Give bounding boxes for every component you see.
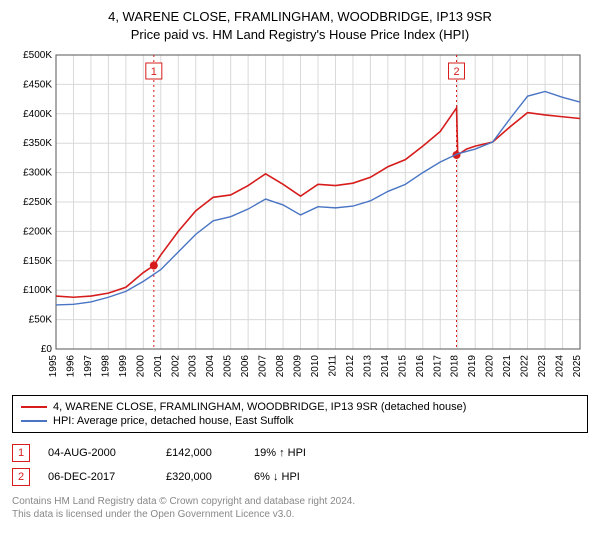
legend-label: HPI: Average price, detached house, East…: [53, 415, 294, 427]
svg-text:2009: 2009: [293, 355, 304, 378]
svg-text:£350K: £350K: [23, 138, 52, 149]
svg-text:2012: 2012: [345, 355, 356, 378]
svg-text:1999: 1999: [118, 355, 129, 378]
legend-swatch: [21, 406, 47, 408]
svg-text:£450K: £450K: [23, 79, 52, 90]
svg-text:2014: 2014: [380, 355, 391, 378]
event-price: £320,000: [166, 471, 236, 483]
svg-text:2016: 2016: [415, 355, 426, 378]
svg-text:2021: 2021: [502, 355, 513, 378]
event-date: 06-DEC-2017: [48, 471, 148, 483]
line-chart-svg: £0 £50K £100K £150K £200K £250K £300K £350K £400…: [12, 47, 588, 387]
svg-text:2006: 2006: [240, 355, 251, 378]
svg-text:2: 2: [453, 66, 459, 78]
svg-text:2001: 2001: [153, 355, 164, 378]
chart-title: 4, WARENE CLOSE, FRAMLINGHAM, WOODBRIDGE…: [12, 8, 588, 43]
svg-text:2000: 2000: [135, 355, 146, 378]
event-price: £142,000: [166, 447, 236, 459]
footer-line-1: Contains HM Land Registry data © Crown c…: [12, 495, 588, 508]
svg-text:£0: £0: [41, 344, 53, 355]
svg-text:£300K: £300K: [23, 168, 52, 179]
event-marker: 2: [12, 468, 30, 486]
svg-text:2019: 2019: [467, 355, 478, 378]
event-delta: 19% ↑ HPI: [254, 447, 306, 459]
svg-text:2007: 2007: [258, 355, 269, 378]
event-date: 04-AUG-2000: [48, 447, 148, 459]
event-marker: 1: [12, 444, 30, 462]
svg-text:1996: 1996: [65, 355, 76, 378]
event-row: 2 06-DEC-2017 £320,000 6% ↓ HPI: [12, 465, 588, 489]
footer-line-2: This data is licensed under the Open Gov…: [12, 508, 588, 521]
svg-text:1: 1: [151, 66, 157, 78]
svg-text:2020: 2020: [485, 355, 496, 378]
events-list: 1 04-AUG-2000 £142,000 19% ↑ HPI 2 06-DE…: [12, 441, 588, 489]
svg-text:£50K: £50K: [29, 315, 53, 326]
event-delta: 6% ↓ HPI: [254, 471, 300, 483]
svg-text:2024: 2024: [555, 355, 566, 378]
svg-text:2013: 2013: [362, 355, 373, 378]
svg-text:2018: 2018: [450, 355, 461, 378]
svg-text:2023: 2023: [537, 355, 548, 378]
svg-text:1997: 1997: [83, 355, 94, 378]
svg-text:£250K: £250K: [23, 197, 52, 208]
legend-label: 4, WARENE CLOSE, FRAMLINGHAM, WOODBRIDGE…: [53, 401, 466, 413]
svg-text:2008: 2008: [275, 355, 286, 378]
legend: 4, WARENE CLOSE, FRAMLINGHAM, WOODBRIDGE…: [12, 395, 588, 433]
svg-text:£100K: £100K: [23, 285, 52, 296]
event-row: 1 04-AUG-2000 £142,000 19% ↑ HPI: [12, 441, 588, 465]
svg-text:2004: 2004: [205, 355, 216, 378]
svg-text:2010: 2010: [310, 355, 321, 378]
svg-text:£200K: £200K: [23, 226, 52, 237]
svg-text:2005: 2005: [223, 355, 234, 378]
title-line-1: 4, WARENE CLOSE, FRAMLINGHAM, WOODBRIDGE…: [12, 8, 588, 26]
chart-container: 4, WARENE CLOSE, FRAMLINGHAM, WOODBRIDGE…: [0, 0, 600, 529]
svg-text:£150K: £150K: [23, 256, 52, 267]
svg-text:2017: 2017: [432, 355, 443, 378]
svg-text:2002: 2002: [170, 355, 181, 378]
svg-text:£400K: £400K: [23, 109, 52, 120]
svg-text:2015: 2015: [397, 355, 408, 378]
title-line-2: Price paid vs. HM Land Registry's House …: [12, 26, 588, 44]
svg-text:2011: 2011: [327, 355, 338, 377]
svg-text:2025: 2025: [572, 355, 583, 378]
chart-area: £0 £50K £100K £150K £200K £250K £300K £350K £400…: [12, 47, 588, 387]
svg-text:1995: 1995: [48, 355, 59, 378]
svg-text:1998: 1998: [100, 355, 111, 378]
footer: Contains HM Land Registry data © Crown c…: [12, 495, 588, 521]
svg-text:£500K: £500K: [23, 50, 52, 61]
legend-item: HPI: Average price, detached house, East…: [21, 414, 579, 428]
svg-text:2003: 2003: [188, 355, 199, 378]
svg-text:2022: 2022: [520, 355, 531, 378]
legend-item: 4, WARENE CLOSE, FRAMLINGHAM, WOODBRIDGE…: [21, 400, 579, 414]
legend-swatch: [21, 420, 47, 422]
